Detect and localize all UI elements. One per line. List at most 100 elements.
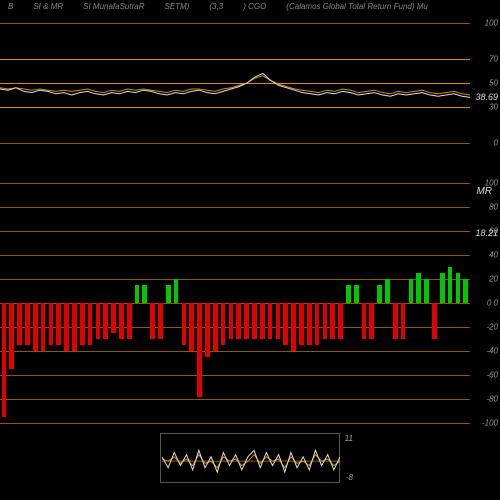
bar-slot [31,183,39,423]
gridline [0,143,470,144]
bar-slot [47,183,55,423]
bar-slot [305,183,313,423]
y-tick-label: 50 [489,79,498,88]
bar-slot [368,183,376,423]
bar [189,303,194,351]
y-tick-label: 70 [489,55,498,64]
bar [103,303,108,339]
bar-slot [251,183,259,423]
hdr-6: (Calamos Global Total Return Fund) Mu [286,2,428,11]
bar [307,303,312,345]
bar-slot [282,183,290,423]
y-tick-label: -60 [486,371,498,380]
y-tick-label: 0 0 [487,299,498,308]
bar-slot [376,183,384,423]
bar-slot [164,183,172,423]
bar-slot [211,183,219,423]
y-tick-label: 80 [489,203,498,212]
bar [424,279,429,303]
bar-slot [243,183,251,423]
bar-slot [415,183,423,423]
bar [268,303,273,339]
bar [432,303,437,339]
mini-top-label: 11 [345,434,353,443]
bar [330,303,335,339]
bar [9,303,14,369]
bar [315,303,320,345]
bar [283,303,288,345]
bar-slot [384,183,392,423]
bar-slot [337,183,345,423]
bar [142,285,147,303]
bar [260,303,265,339]
bar [2,303,7,417]
bar-slot [227,183,235,423]
bar-slot [313,183,321,423]
bar-slot [423,183,431,423]
bar-slot [360,183,368,423]
y-tick-label: -100 [482,419,498,428]
bar-slot [431,183,439,423]
bar [346,285,351,303]
bar-slot [94,183,102,423]
hdr-4: (3,3 [209,2,223,11]
bar [236,303,241,339]
y-tick-label: 100 [485,19,498,28]
y-tick-label: -20 [486,323,498,332]
y-tick-label: 100 [485,179,498,188]
bar [252,303,257,339]
bar [166,285,171,303]
bar-slot [391,183,399,423]
bar [362,303,367,339]
bar-slot [125,183,133,423]
bar-slot [290,183,298,423]
gridline [0,423,470,424]
bar [448,267,453,303]
bar [205,303,210,357]
bar-slot [297,183,305,423]
bar [276,303,281,339]
chart-header: B SI & MR SI MunafaSutraR SETM) (3,3 ) C… [0,0,500,13]
bar [150,303,155,339]
bar [221,303,226,345]
bar [88,303,93,345]
bar [369,303,374,339]
bar-slot [172,183,180,423]
hdr-5: ) CGO [243,2,266,11]
y-tick-label: 40 [489,251,498,260]
bar [56,303,61,345]
bar [111,303,116,333]
bar [96,303,101,339]
bar-slot [196,183,204,423]
bar [17,303,22,345]
si-oscillator-panel: 030507010038.69 [0,23,500,143]
bar-slot [258,183,266,423]
bar [135,285,140,303]
y-tick-label: 30 [489,103,498,112]
bar-slot [149,183,157,423]
bar [197,303,202,397]
bar-slot [274,183,282,423]
bar-slot [16,183,24,423]
bar [158,303,163,339]
hdr-1: SI & MR [33,2,63,11]
y-tick-label: -40 [486,347,498,356]
bar-slot [180,183,188,423]
bar [80,303,85,345]
bar [354,285,359,303]
bar [377,285,382,303]
y-tick-label: -80 [486,395,498,404]
bar-slot [70,183,78,423]
bar-slot [133,183,141,423]
y-tick-label: 20 [489,275,498,284]
bar-slot [8,183,16,423]
bar-slot [157,183,165,423]
bar [41,303,46,351]
bar-slot [78,183,86,423]
bar-slot [117,183,125,423]
bar-slot [188,183,196,423]
mini-panel: 11 -8 [0,433,500,493]
bar-slot [110,183,118,423]
bar-slot [438,183,446,423]
mini-chart-box: 11 -8 [160,433,340,483]
